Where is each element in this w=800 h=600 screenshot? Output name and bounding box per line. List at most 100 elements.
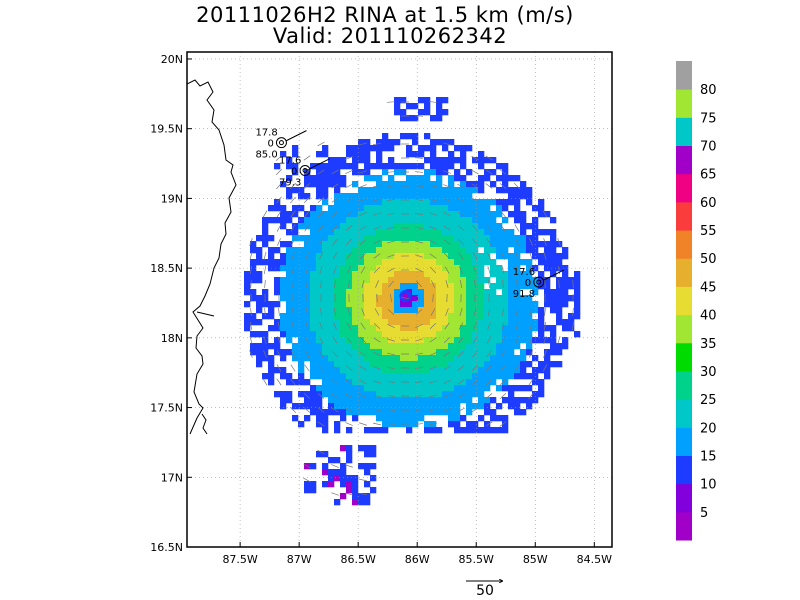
wind-cell [412, 319, 419, 326]
wind-cell [298, 391, 305, 398]
wind-cell [478, 217, 485, 224]
wind-vector [317, 449, 325, 455]
wind-cell [370, 145, 377, 152]
wind-cell [436, 385, 443, 392]
wind-cell [256, 235, 263, 242]
wind-cell [532, 391, 539, 398]
wind-cell [334, 271, 341, 278]
wind-cell [292, 403, 299, 410]
wind-cell [400, 307, 407, 314]
wind-cell [328, 361, 335, 368]
wind-cell [358, 367, 365, 374]
x-tick-label: 87W [287, 553, 312, 566]
wind-cell [466, 361, 473, 368]
wind-cell [364, 193, 371, 200]
wind-cell [442, 295, 449, 302]
wind-cell [358, 157, 365, 164]
wind-cell [424, 373, 431, 380]
wind-cell [364, 283, 371, 290]
wind-cell [286, 349, 293, 356]
wind-cell [370, 349, 377, 356]
wind-cell [394, 247, 401, 254]
wind-vector [429, 323, 437, 329]
wind-cell [520, 349, 527, 356]
wind-vector [278, 307, 280, 317]
wind-vector [515, 266, 519, 274]
wind-cell [382, 421, 389, 428]
wind-cell [424, 391, 431, 398]
wind-cell [472, 223, 479, 230]
wind-cell [574, 289, 581, 296]
wind-cell [424, 247, 431, 254]
wind-vector [515, 252, 519, 260]
wind-cell [430, 349, 437, 356]
wind-cell [502, 217, 509, 224]
wind-cell [358, 325, 365, 332]
wind-cell [412, 163, 419, 170]
wind-cell [262, 217, 269, 224]
wind-cell [346, 229, 353, 236]
wind-cell [442, 235, 449, 242]
wind-cell [286, 163, 293, 170]
wind-cell [502, 361, 509, 368]
wind-cell [292, 187, 299, 194]
wind-cell [376, 403, 383, 410]
wind-cell [550, 295, 557, 302]
wind-vector [485, 183, 493, 189]
wind-cell [424, 217, 431, 224]
wind-vector [249, 265, 253, 275]
wind-cell [316, 271, 323, 278]
wind-cell [382, 415, 389, 422]
wind-cell [316, 187, 323, 194]
wind-cell [526, 373, 533, 380]
wind-cell [406, 331, 413, 338]
wind-vector [373, 394, 381, 398]
wind-cell [430, 283, 437, 290]
wind-cell [406, 187, 413, 194]
wind-cell [418, 379, 425, 386]
wind-vector [290, 210, 296, 218]
wind-vector [515, 336, 519, 344]
wind-cell [394, 331, 401, 338]
wind-cell [460, 391, 467, 398]
y-tick-label: 19N [161, 192, 183, 205]
wind-cell [406, 211, 413, 218]
wind-vector [345, 365, 353, 371]
wind-vector [557, 336, 561, 344]
wind-cell [502, 373, 509, 380]
wind-cell [466, 403, 473, 410]
wind-vector [430, 308, 436, 316]
wind-vector [359, 142, 367, 146]
wind-cell [502, 331, 509, 338]
wind-vector [264, 279, 266, 289]
wind-cell [538, 385, 545, 392]
wind-cell [280, 283, 287, 290]
wind-cell [322, 175, 329, 182]
wind-cell [406, 307, 413, 314]
colorbar-swatch [676, 399, 692, 428]
wind-vectors [249, 101, 575, 496]
wind-vector [387, 226, 395, 230]
wind-cell [394, 409, 401, 416]
wind-cell [394, 343, 401, 350]
wind-cell [328, 373, 335, 380]
wind-cell [322, 211, 329, 218]
wind-cell [424, 211, 431, 218]
wind-cell [562, 253, 569, 260]
wind-vector [443, 184, 451, 188]
wind-cell [340, 217, 347, 224]
wind-cell [406, 193, 413, 200]
wind-cell [406, 409, 413, 416]
wind-cell [460, 283, 467, 290]
wind-cell [334, 187, 341, 194]
wind-vector [429, 198, 437, 202]
wind-cell [412, 133, 419, 140]
wind-vector [542, 210, 548, 218]
wind-cell [478, 355, 485, 362]
wind-cell [490, 397, 497, 404]
wind-cell [334, 175, 341, 182]
wind-cell [568, 277, 575, 284]
wind-cell [550, 307, 557, 314]
wind-vector [528, 378, 534, 386]
wind-vector [249, 350, 253, 358]
